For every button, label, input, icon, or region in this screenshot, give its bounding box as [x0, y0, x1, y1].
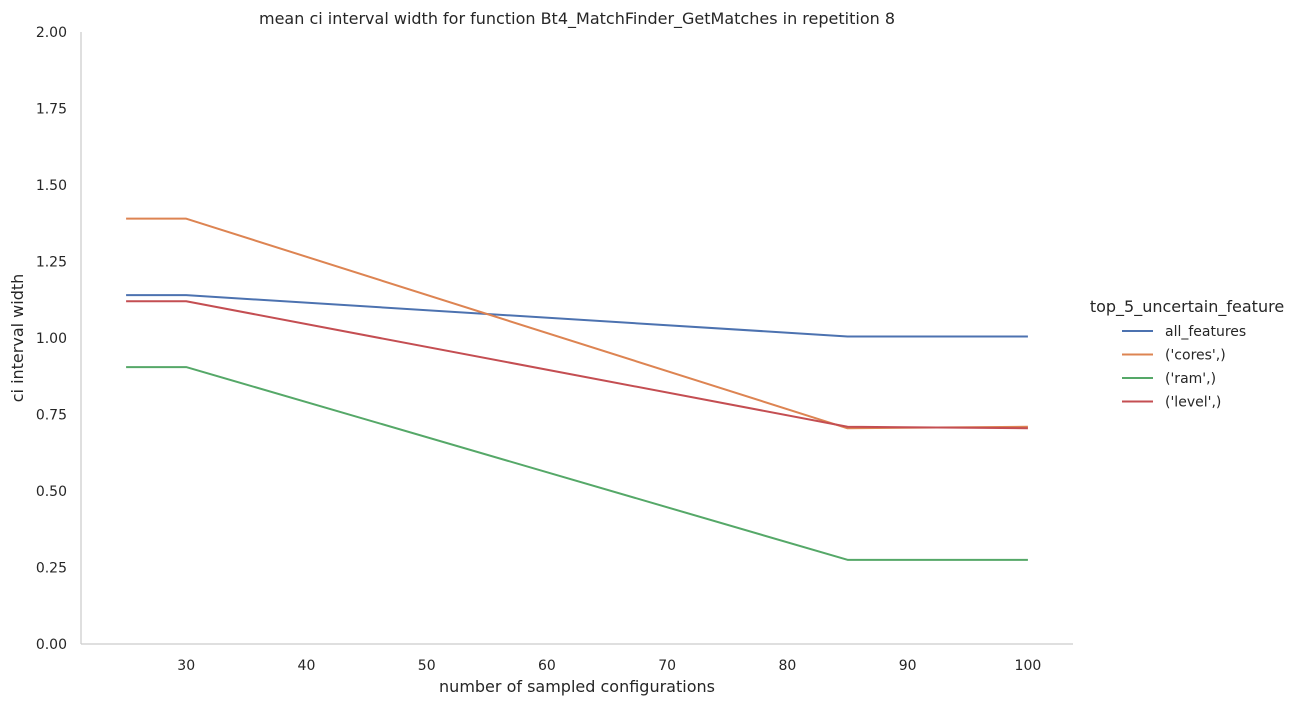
legend-label: all_features — [1165, 324, 1246, 340]
y-axis-label: ci interval width — [8, 274, 27, 403]
x-tick-label: 100 — [1015, 658, 1042, 674]
y-tick-label: 1.50 — [36, 178, 67, 194]
x-tick-labels: 30 40 50 60 70 80 90 100 — [177, 658, 1041, 674]
series-line-0 — [126, 294, 1028, 338]
y-tick-labels: 0.00 0.25 0.50 0.75 1.00 1.25 1.50 1.75 2.00 — [36, 25, 67, 653]
x-tick-label: 70 — [658, 658, 676, 674]
legend: top_5_uncertain_feature all_features ('co… — [1090, 297, 1284, 411]
x-tick-label: 80 — [779, 658, 797, 674]
series-line-3 — [126, 300, 1028, 430]
x-tick-label: 30 — [177, 658, 195, 674]
x-tick-label: 40 — [298, 658, 316, 674]
legend-label: ('level',) — [1165, 395, 1221, 411]
series-line-2 — [126, 366, 1028, 561]
legend-label: ('ram',) — [1165, 371, 1216, 387]
series-line-1 — [126, 217, 1028, 430]
y-tick-label: 0.50 — [36, 484, 67, 500]
y-tick-label: 0.75 — [36, 408, 67, 424]
axes — [80, 32, 1073, 645]
y-tick-label: 0.00 — [36, 637, 67, 653]
y-tick-label: 2.00 — [36, 25, 67, 41]
y-tick-label: 1.75 — [36, 102, 67, 118]
series-lines — [126, 217, 1028, 561]
y-tick-label: 1.25 — [36, 255, 67, 271]
x-tick-label: 50 — [418, 658, 436, 674]
x-tick-label: 90 — [899, 658, 917, 674]
x-axis-label: number of sampled configurations — [439, 677, 715, 696]
legend-label: ('cores',) — [1165, 348, 1226, 364]
y-tick-label: 1.00 — [36, 331, 67, 347]
x-tick-label: 60 — [538, 658, 556, 674]
y-tick-label: 0.25 — [36, 561, 67, 577]
chart-title: mean ci interval width for function Bt4_… — [259, 9, 895, 29]
legend-title: top_5_uncertain_feature — [1090, 297, 1284, 317]
legend-items: all_features ('cores',) ('ram',) ('level',) — [1122, 324, 1246, 411]
